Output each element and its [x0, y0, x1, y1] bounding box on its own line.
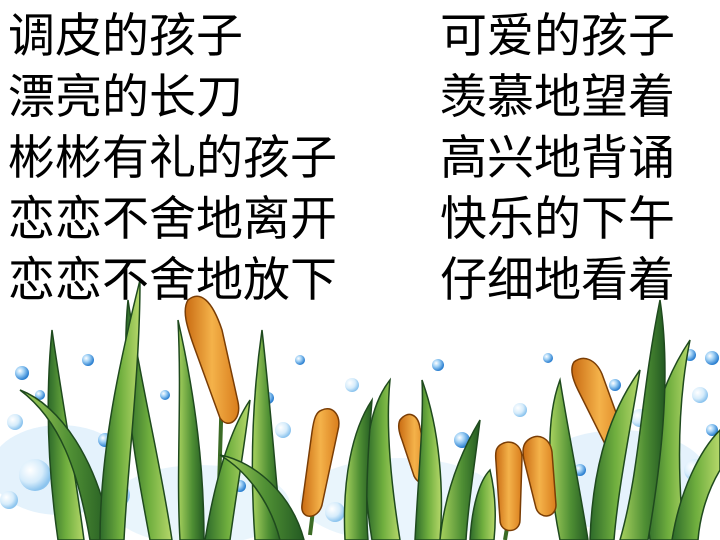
- bubble: [7, 414, 23, 430]
- bubble: [705, 351, 719, 365]
- bubble: [0, 491, 18, 509]
- phrase: 漂亮的长刀: [8, 70, 243, 125]
- reed-leaf: [219, 454, 305, 540]
- phrase: 快乐的下午: [440, 192, 675, 247]
- bubble: [35, 390, 45, 400]
- reed-leaf: [619, 299, 666, 540]
- phrase: 彬彬有礼的孩子: [8, 131, 337, 186]
- bubble: [454, 432, 470, 448]
- reeds-front: [19, 279, 720, 540]
- bubble: [15, 366, 29, 380]
- reed-leaf: [99, 279, 141, 540]
- reed-leaf: [469, 468, 496, 540]
- bubble: [692, 387, 708, 403]
- reed-leaf: [204, 399, 251, 540]
- reed-leaf: [414, 379, 443, 540]
- cattail: [494, 441, 523, 540]
- bubble: [543, 353, 553, 363]
- bubble: [345, 378, 359, 392]
- bubble: [432, 359, 444, 371]
- bubble: [325, 502, 345, 522]
- bubble: [275, 422, 291, 438]
- reed-leaf: [343, 397, 373, 540]
- bubble: [609, 379, 621, 391]
- phrase: 羡慕地望着: [440, 70, 675, 125]
- bubble: [295, 355, 305, 365]
- reed-leaf: [177, 319, 205, 540]
- cattail: [301, 408, 340, 536]
- phrase: 高兴地背诵: [440, 131, 675, 186]
- bubble: [160, 390, 170, 400]
- reed-leaf: [19, 389, 113, 540]
- left-phrase-list: 调皮的孩子 漂亮的长刀 彬彬有礼的孩子 恋恋不舍地离开 恋恋不舍地放下: [8, 6, 337, 311]
- reed-leaf: [589, 369, 641, 540]
- cattail: [522, 435, 557, 517]
- phrase: 可爱的孩子: [440, 9, 675, 64]
- phrase: 仔细地看着: [440, 253, 675, 308]
- bubble: [19, 459, 51, 491]
- bubble: [513, 403, 527, 417]
- right-phrase-list: 可爱的孩子 羡慕地望着 高兴地背诵 快乐的下午 仔细地看着: [440, 6, 675, 311]
- bubble: [82, 354, 94, 366]
- bubble: [706, 424, 718, 436]
- reed-leaf: [439, 419, 481, 540]
- phrase: 恋恋不舍地离开: [8, 192, 337, 247]
- phrase: 调皮的孩子: [8, 9, 243, 64]
- phrase: 恋恋不舍地放下: [8, 253, 337, 308]
